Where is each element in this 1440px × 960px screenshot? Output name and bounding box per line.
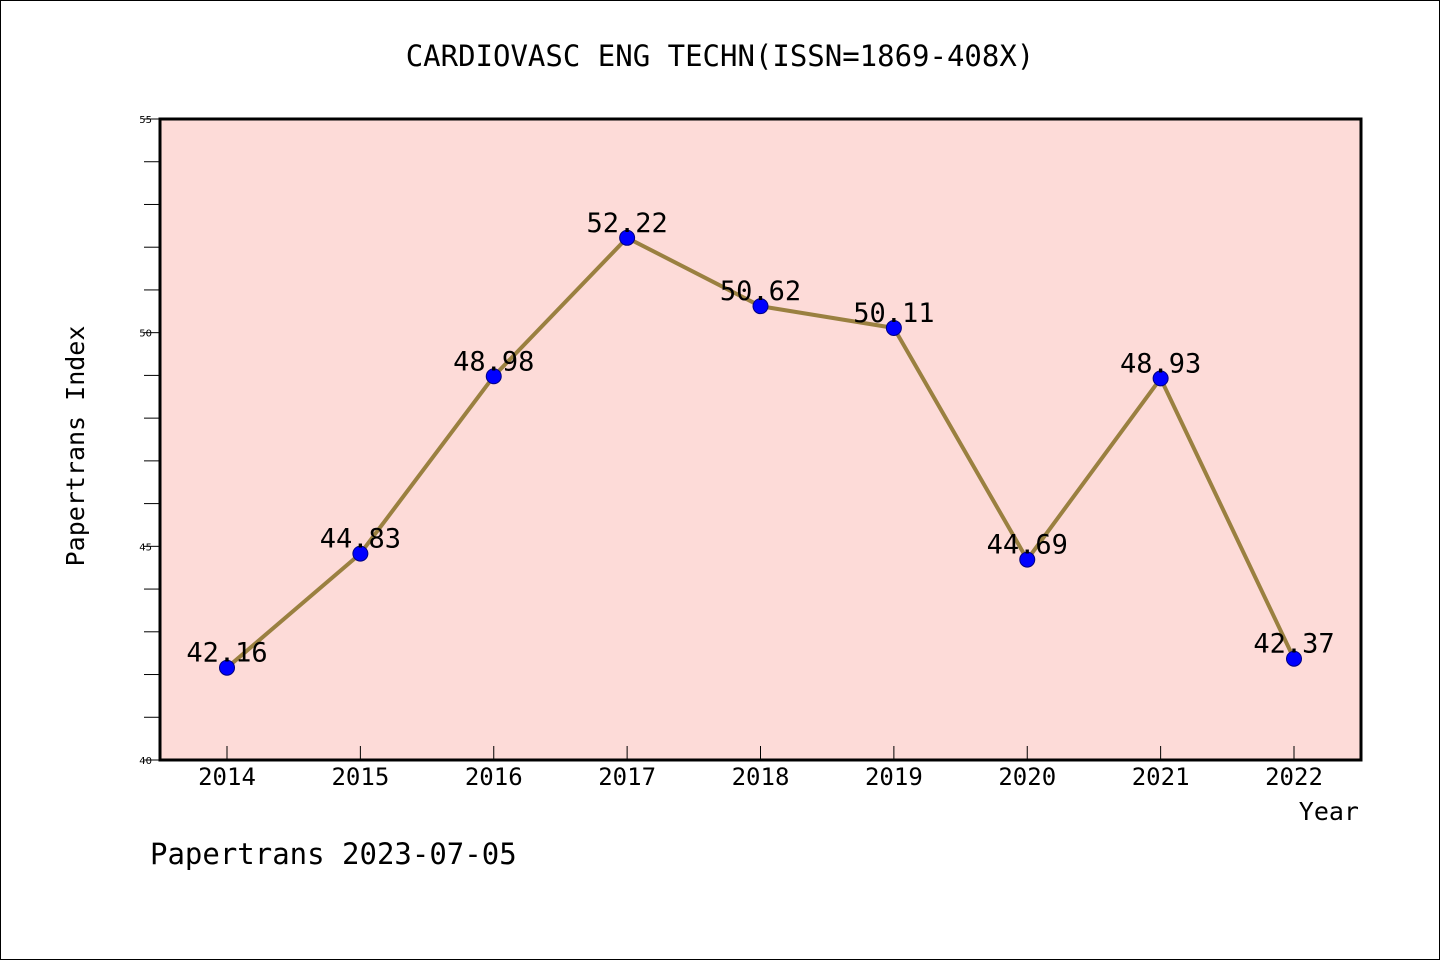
y-tick-label: 55 <box>139 115 152 126</box>
data-point-marker <box>219 659 235 676</box>
y-tick-label: 45 <box>139 542 152 553</box>
y-tick-label: 40 <box>139 756 152 767</box>
data-label: 42.16 <box>186 638 267 669</box>
plot-area <box>158 117 1363 762</box>
data-label: 42.37 <box>1253 629 1334 660</box>
x-axis-label: Year <box>1299 797 1359 826</box>
x-tick-label: 2021 <box>1132 763 1190 791</box>
x-tick-label: 2016 <box>465 763 523 791</box>
data-label: 44.69 <box>987 530 1068 561</box>
data-point-marker <box>885 319 902 336</box>
x-tick-label: 2015 <box>331 763 389 791</box>
data-label: 44.83 <box>320 524 401 555</box>
data-label: 50.62 <box>720 276 801 307</box>
chart-title: CARDIOVASC ENG TECHN(ISSN=1869-408X) <box>406 39 1035 73</box>
data-label: 50.11 <box>853 298 934 329</box>
data-point-marker <box>619 229 636 246</box>
x-axis: 2014 2015 2016 2017 2018 2019 2020 2021 2022 <box>198 746 1323 791</box>
y-tick-label: 50 <box>139 329 152 340</box>
data-point-marker <box>752 298 769 315</box>
data-points <box>219 229 1302 676</box>
y-axis-label: Papertrans Index <box>61 326 90 567</box>
data-labels: 42.16 44.83 48.98 52.22 50.62 50.11 44.69 48.93… <box>186 208 1334 669</box>
data-label: 48.98 <box>453 346 534 377</box>
y-axis: 40 45 50 55 <box>139 115 160 767</box>
x-tick-label: 2018 <box>732 763 790 791</box>
data-point-marker <box>485 368 502 385</box>
data-point-marker <box>1286 650 1302 667</box>
x-tick-label: 2017 <box>598 763 656 791</box>
x-tick-label: 2022 <box>1265 763 1323 791</box>
footer-date-stamp: Papertrans 2023-07-05 <box>150 837 517 871</box>
data-point-marker <box>1019 551 1036 568</box>
x-tick-label: 2019 <box>865 763 923 791</box>
data-label: 48.93 <box>1120 348 1201 379</box>
x-tick-label: 2020 <box>998 763 1056 791</box>
data-point-marker <box>352 545 369 562</box>
data-point-marker <box>1152 370 1169 387</box>
x-tick-label: 2014 <box>198 763 256 791</box>
data-label: 52.22 <box>586 208 667 239</box>
